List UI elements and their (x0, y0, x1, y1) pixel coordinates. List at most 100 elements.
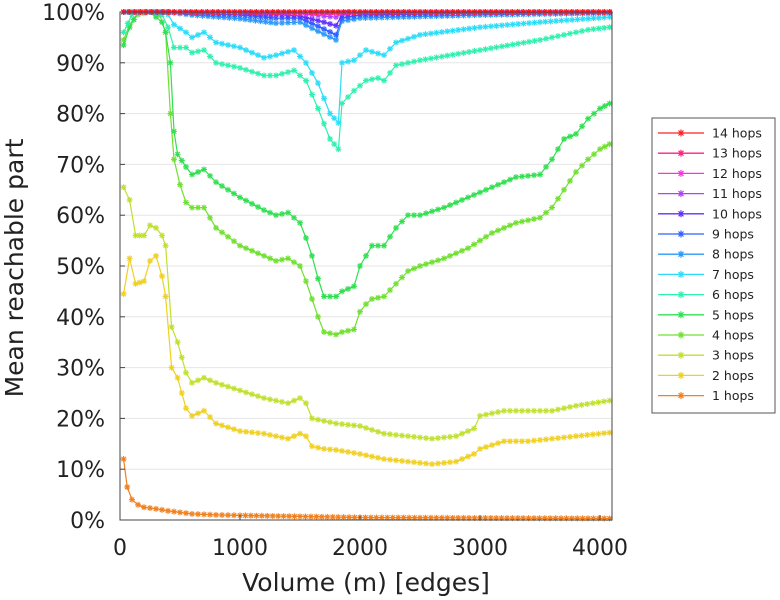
series-marker (129, 11, 135, 18)
series-marker (427, 514, 434, 521)
legend-swatch-marker (677, 291, 685, 299)
series-marker (483, 411, 489, 418)
series-marker (273, 212, 279, 219)
legend-swatch-marker (677, 351, 685, 359)
legend-label: 14 hops (712, 126, 762, 141)
series-marker (309, 415, 315, 422)
series-marker (285, 69, 291, 76)
legend-swatch-marker (677, 210, 685, 218)
series-marker (257, 13, 264, 20)
series-marker (231, 426, 237, 433)
series-marker (167, 110, 174, 117)
series-marker (207, 511, 213, 518)
series-marker (573, 169, 579, 176)
series-marker (595, 399, 602, 406)
series-marker (183, 405, 189, 412)
series-marker (297, 72, 303, 79)
series-marker (441, 459, 447, 466)
series-marker (273, 257, 279, 264)
series-marker (213, 420, 219, 427)
series-marker (601, 430, 607, 437)
series-marker (405, 268, 411, 275)
series-marker (339, 329, 345, 336)
series-marker (309, 252, 315, 259)
legend-swatch-marker (677, 149, 685, 157)
series-marker (520, 515, 527, 522)
series-marker (515, 21, 522, 28)
legend-swatch-marker (677, 129, 685, 137)
series-marker (444, 52, 451, 59)
series-marker (405, 433, 411, 440)
series-marker (369, 426, 375, 433)
legend-item: 5 hops (658, 307, 754, 322)
series-marker (573, 402, 579, 409)
series-marker (255, 430, 261, 437)
series-marker (537, 36, 543, 43)
series-marker (243, 428, 249, 435)
series-marker (279, 19, 285, 26)
series-marker (178, 354, 185, 361)
legend-item: 1 hops (658, 388, 754, 403)
series-marker (405, 458, 411, 465)
series-marker (249, 200, 255, 207)
series-marker (275, 513, 282, 520)
plot-frame (119, 11, 613, 521)
series-marker (279, 15, 285, 22)
y-tick-label: 20% (56, 407, 105, 432)
series-marker (405, 59, 411, 66)
series-marker (189, 49, 195, 56)
series-marker (129, 496, 135, 503)
series-marker (489, 410, 495, 417)
series-marker (537, 407, 543, 414)
series-marker (531, 19, 538, 26)
series-marker (460, 26, 467, 33)
series-marker (124, 483, 131, 490)
series-marker (261, 395, 267, 402)
x-tick-label: 1000 (212, 536, 268, 561)
series-marker (303, 59, 309, 66)
series-marker (411, 459, 417, 466)
series-marker (297, 430, 303, 437)
series-marker (219, 40, 225, 47)
series-marker (255, 393, 261, 400)
series-marker (590, 26, 597, 33)
series-marker (537, 171, 543, 178)
series-marker (525, 172, 531, 179)
series-marker (231, 385, 237, 392)
series-marker (606, 100, 613, 107)
series-marker (525, 515, 532, 522)
series-marker (210, 10, 217, 17)
series-marker (124, 20, 131, 27)
series-marker (513, 174, 519, 181)
series-marker (507, 222, 513, 229)
series-marker (231, 63, 237, 70)
series-marker (501, 438, 507, 445)
series-marker (213, 224, 219, 231)
series-marker (261, 252, 267, 259)
series-marker (339, 15, 345, 22)
series-marker (369, 48, 375, 55)
series-marker (257, 18, 264, 25)
series-marker (351, 449, 357, 456)
series-marker (417, 31, 423, 38)
series-marker (543, 209, 549, 216)
series-marker (267, 209, 273, 216)
series-marker (177, 25, 183, 32)
y-tick-label: 60% (56, 204, 105, 229)
series-marker (531, 437, 537, 444)
series-marker (526, 38, 533, 45)
series-marker (273, 397, 279, 404)
series-marker (237, 242, 243, 249)
series-marker (231, 190, 237, 197)
series-marker (387, 287, 393, 294)
series-marker (273, 433, 279, 440)
series-marker (590, 15, 597, 22)
series-marker (267, 431, 273, 438)
series-marker (411, 33, 417, 40)
series-marker (417, 434, 423, 441)
series-marker (444, 28, 451, 35)
series-marker (285, 255, 291, 262)
series-marker (453, 433, 459, 440)
series-marker (207, 377, 213, 384)
